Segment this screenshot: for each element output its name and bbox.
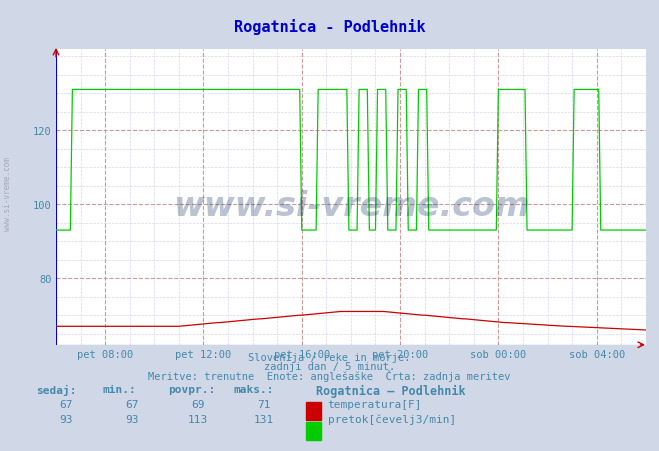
Text: Slovenija / reke in morje.: Slovenija / reke in morje.: [248, 353, 411, 363]
Text: temperatura[F]: temperatura[F]: [328, 399, 422, 409]
Text: 71: 71: [257, 399, 270, 409]
Text: maks.:: maks.:: [234, 384, 274, 394]
Text: 69: 69: [191, 399, 204, 409]
Text: pretok[čevelj3/min]: pretok[čevelj3/min]: [328, 414, 456, 424]
Text: povpr.:: povpr.:: [168, 384, 215, 394]
Text: 113: 113: [188, 414, 208, 424]
Text: 67: 67: [125, 399, 138, 409]
Text: 93: 93: [59, 414, 72, 424]
Text: sedaj:: sedaj:: [36, 384, 76, 395]
Text: Meritve: trenutne  Enote: anglešaške  Črta: zadnja meritev: Meritve: trenutne Enote: anglešaške Črta…: [148, 369, 511, 381]
Text: www.si-vreme.com: www.si-vreme.com: [3, 157, 13, 231]
Text: Rogatnica - Podlehnik: Rogatnica - Podlehnik: [234, 19, 425, 35]
Text: www.si-vreme.com: www.si-vreme.com: [173, 190, 529, 223]
Text: 131: 131: [254, 414, 273, 424]
Text: min.:: min.:: [102, 384, 136, 394]
Text: 93: 93: [125, 414, 138, 424]
Text: zadnji dan / 5 minut.: zadnji dan / 5 minut.: [264, 361, 395, 371]
Text: Rogatnica – Podlehnik: Rogatnica – Podlehnik: [316, 384, 466, 397]
Text: 67: 67: [59, 399, 72, 409]
